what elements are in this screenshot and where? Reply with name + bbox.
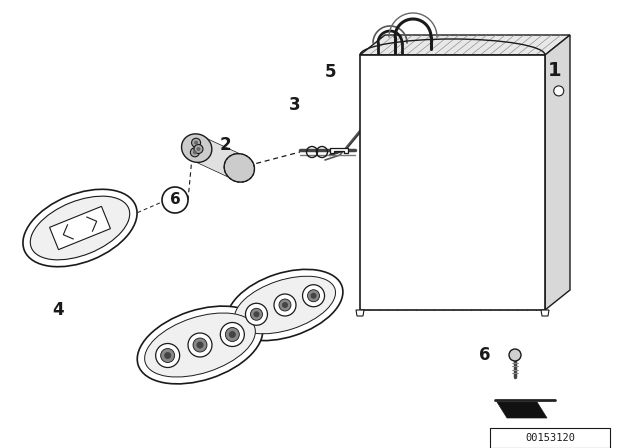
Circle shape	[303, 285, 324, 307]
Polygon shape	[49, 207, 111, 250]
Circle shape	[193, 338, 207, 352]
Ellipse shape	[224, 154, 255, 182]
Circle shape	[156, 344, 180, 367]
Text: 6: 6	[479, 346, 491, 364]
Text: 2: 2	[219, 136, 231, 154]
Ellipse shape	[234, 276, 335, 334]
Text: 00153120: 00153120	[525, 433, 575, 443]
Ellipse shape	[182, 134, 212, 162]
Ellipse shape	[30, 196, 130, 260]
Text: 3: 3	[289, 96, 301, 114]
Circle shape	[509, 349, 521, 361]
Polygon shape	[545, 35, 570, 310]
Circle shape	[282, 302, 288, 308]
Circle shape	[308, 290, 319, 302]
Circle shape	[229, 331, 236, 338]
Text: 1: 1	[548, 60, 562, 79]
Polygon shape	[360, 35, 570, 55]
Text: 5: 5	[324, 63, 336, 81]
Circle shape	[193, 151, 197, 154]
Polygon shape	[541, 310, 549, 316]
Ellipse shape	[145, 313, 255, 377]
Ellipse shape	[227, 269, 343, 340]
Text: 6: 6	[170, 193, 180, 207]
Circle shape	[225, 327, 239, 341]
Polygon shape	[191, 137, 244, 179]
Circle shape	[194, 145, 203, 154]
Circle shape	[196, 341, 204, 349]
Ellipse shape	[23, 190, 137, 267]
Circle shape	[162, 187, 188, 213]
Circle shape	[190, 148, 200, 157]
Ellipse shape	[137, 306, 263, 384]
Circle shape	[253, 311, 259, 317]
Circle shape	[220, 323, 244, 346]
Circle shape	[164, 352, 171, 359]
Circle shape	[246, 303, 268, 325]
Circle shape	[310, 293, 317, 299]
Circle shape	[191, 138, 200, 147]
Polygon shape	[330, 148, 348, 153]
Circle shape	[196, 147, 200, 151]
Polygon shape	[356, 310, 364, 316]
Circle shape	[188, 333, 212, 357]
Circle shape	[161, 349, 175, 362]
Text: 4: 4	[52, 301, 64, 319]
Polygon shape	[360, 55, 545, 310]
Circle shape	[554, 86, 564, 96]
Polygon shape	[497, 402, 547, 418]
Circle shape	[274, 294, 296, 316]
Circle shape	[250, 308, 262, 320]
Circle shape	[194, 141, 198, 145]
Circle shape	[279, 299, 291, 311]
